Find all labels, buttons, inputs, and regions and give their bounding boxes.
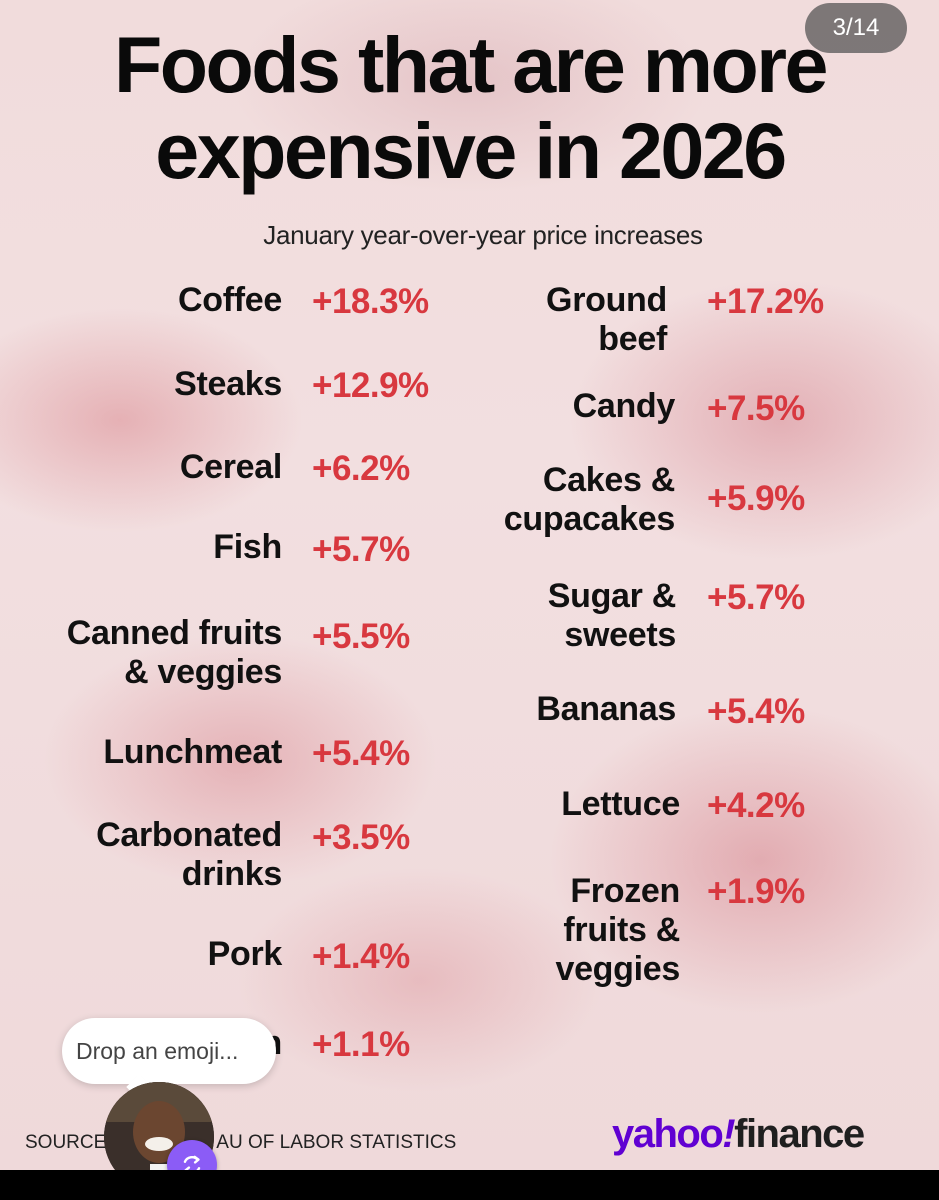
item-value-sugar-sweets: +5.7%: [707, 578, 805, 617]
item-name-line: Cakes &: [542, 461, 675, 499]
item-value-bananas: +5.4%: [707, 692, 805, 731]
emoji-placeholder: Drop an emoji...: [76, 1037, 239, 1064]
item-name-line: drinks: [181, 855, 283, 893]
item-name-line: fruits &: [563, 911, 680, 949]
bottom-system-bar: [0, 1170, 939, 1200]
source-line: SOURCE AU OF LABOR STATISTICS: [25, 1132, 456, 1154]
item-value-fish: +5.7%: [312, 530, 410, 569]
item-value-cakes: +5.9%: [707, 479, 805, 518]
item-name-frozen-fruits: Frozen fruits & veggies: [400, 872, 680, 989]
title-line-2: expensive in 2026: [155, 106, 787, 195]
meat-background-image: [0, 0, 939, 1170]
item-name-cereal: Cereal: [179, 448, 282, 486]
item-name-bananas: Bananas: [536, 690, 676, 728]
item-value-coffee: +18.3%: [312, 282, 429, 321]
item-value-carbonated-drinks: +3.5%: [312, 818, 410, 857]
item-name-carbonated-drinks: Carbonated drinks: [0, 816, 282, 894]
logo-bang: !: [722, 1112, 735, 1156]
item-name-sugar-sweets: Sugar & sweets: [400, 577, 677, 655]
source-label: SOURCE: [25, 1132, 107, 1153]
subtitle: January year-over-year price increases: [263, 220, 703, 250]
item-value-cereal: +6.2%: [312, 449, 410, 488]
item-name-line: Sugar &: [547, 577, 677, 615]
item-name-line: Carbonated: [96, 816, 282, 854]
item-value-lunchmeat: +5.4%: [312, 734, 410, 773]
item-value-ground-beef: +17.2%: [707, 282, 824, 321]
item-name-lunchmeat: Lunchmeat: [103, 733, 282, 771]
logo-finance: finance: [734, 1112, 865, 1156]
item-name-line: Canned fruits: [66, 614, 283, 652]
logo-yahoo: yahoo: [612, 1112, 724, 1156]
item-name-candy: Candy: [572, 387, 676, 425]
item-name-fish: Fish: [213, 528, 282, 566]
item-name-canned-fruits: Canned fruits & veggies: [0, 614, 283, 692]
title-line-1: Foods that are more: [114, 20, 828, 109]
item-name-line: & veggies: [124, 653, 282, 691]
item-value-pork: +1.4%: [312, 937, 410, 976]
item-name-cakes: Cakes & cupacakes: [400, 461, 676, 539]
page-title: Foods that are more expensive in 2026: [30, 22, 910, 194]
yahoo-finance-logo: yahoo!finance: [612, 1112, 865, 1157]
item-value-chicken: +1.1%: [312, 1025, 410, 1064]
item-name-line: sweets: [564, 616, 676, 654]
item-name-steaks: Steaks: [174, 365, 282, 403]
item-name-line: cupacakes: [503, 500, 676, 538]
emoji-reaction-input[interactable]: Drop an emoji...: [62, 1018, 276, 1084]
item-name-line: Frozen: [570, 872, 680, 910]
item-name-line: veggies: [555, 950, 680, 988]
item-name-coffee: Coffee: [178, 281, 282, 319]
item-value-steaks: +12.9%: [312, 366, 429, 405]
item-name-ground-beef: Ground beef: [400, 281, 667, 359]
item-name-line: beef: [598, 320, 667, 358]
source-agency: AU OF LABOR STATISTICS: [216, 1132, 457, 1153]
item-name-line: Ground: [546, 281, 667, 319]
item-name-lettuce: Lettuce: [561, 785, 680, 823]
item-value-lettuce: +4.2%: [707, 786, 805, 825]
item-value-candy: +7.5%: [707, 389, 805, 428]
item-value-frozen-fruits: +1.9%: [707, 872, 805, 911]
item-name-pork: Pork: [207, 935, 283, 973]
item-value-canned-fruits: +5.5%: [312, 617, 410, 656]
slide-counter: 3/14: [805, 3, 907, 53]
